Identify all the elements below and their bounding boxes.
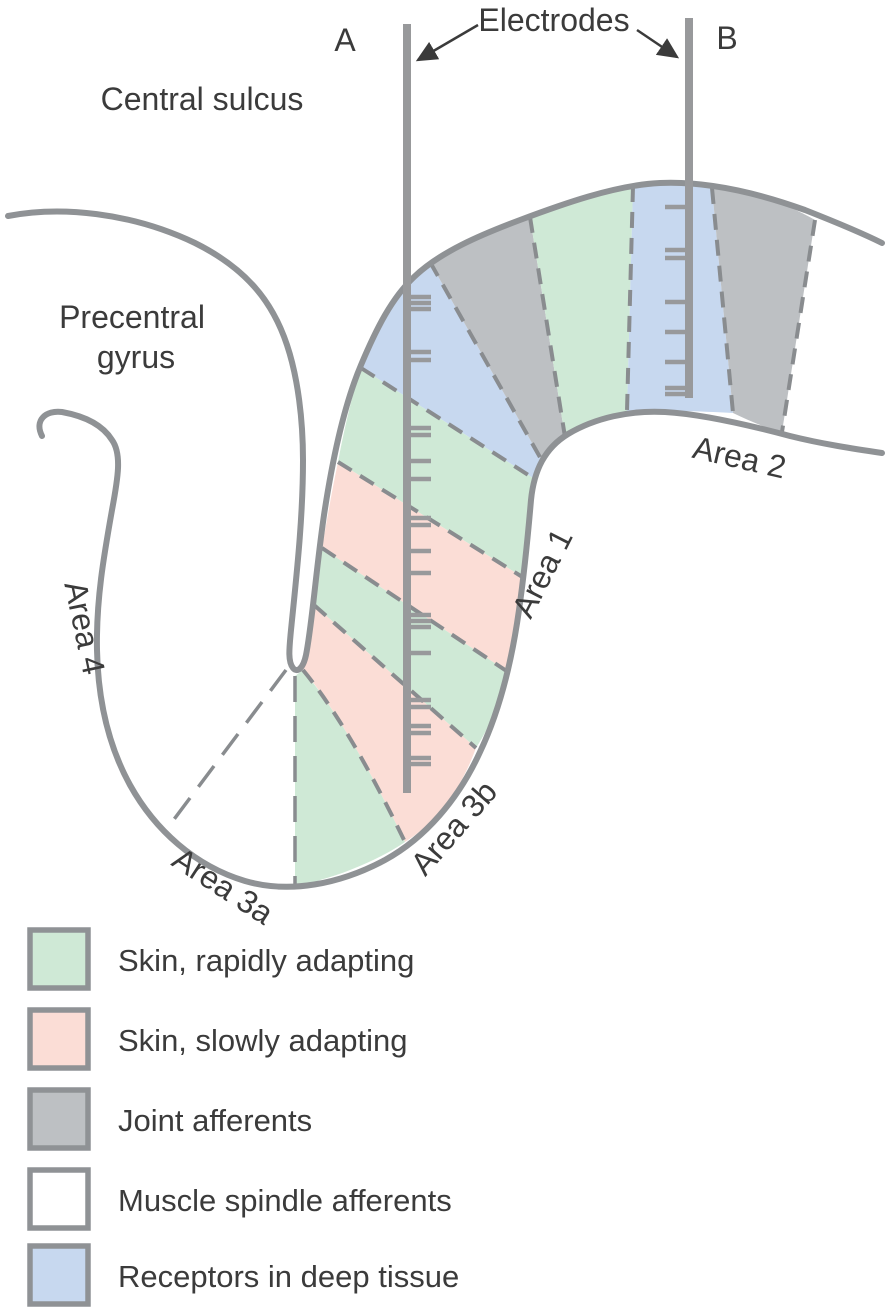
arrow-to-electrode-a bbox=[415, 23, 479, 62]
boundary-area4-area3a bbox=[170, 668, 288, 824]
boundary-pink-green-wall bbox=[320, 546, 510, 674]
legend-label-muscle-spindle: Muscle spindle afferents bbox=[118, 1183, 452, 1218]
cortex-outlines bbox=[5, 179, 885, 890]
electrode-b-ticks bbox=[665, 204, 691, 397]
electrode-a bbox=[403, 24, 431, 793]
electrodes-group bbox=[403, 18, 693, 793]
legend-item-joint: Joint afferents bbox=[27, 1087, 312, 1151]
band-joint-crown-left bbox=[430, 217, 565, 459]
band-joint-area2 bbox=[712, 188, 815, 432]
legend-swatch-deep-tissue bbox=[27, 1243, 91, 1307]
legend-label-skin-slow: Skin, slowly adapting bbox=[118, 1023, 408, 1058]
band-skin-slow-wall-1 bbox=[322, 462, 524, 672]
band-skin-slow-wall-2 bbox=[302, 605, 476, 842]
boundary-blue-green-wall bbox=[359, 366, 535, 480]
precentral-gyrus-label-line2: gyrus bbox=[97, 339, 175, 375]
boundary-gray-white-area2 bbox=[780, 219, 817, 433]
legend-label-skin-rapid: Skin, rapidly adapting bbox=[118, 943, 414, 978]
electrode-pointer-arrows bbox=[415, 23, 680, 62]
electrode-a-ticks bbox=[405, 294, 431, 767]
boundary-green-pink-wall-2 bbox=[312, 603, 478, 750]
central-sulcus-label: Central sulcus bbox=[101, 81, 304, 117]
legend-label-deep-tissue: Receptors in deep tissue bbox=[118, 1259, 459, 1294]
boundary-blue-gray-crown bbox=[428, 261, 543, 460]
electrode-b bbox=[665, 18, 693, 398]
boundary-gray-green-crown bbox=[528, 216, 567, 438]
legend: Skin, rapidly adapting Skin, slowly adap… bbox=[27, 927, 459, 1307]
legend-swatch-skin-slow bbox=[27, 1007, 91, 1071]
arrow-to-electrode-b bbox=[636, 28, 680, 59]
area-4-label: Area 4 bbox=[57, 578, 112, 678]
electrodes-label: Electrodes bbox=[478, 2, 629, 38]
legend-swatch-joint bbox=[27, 1087, 91, 1151]
legend-item-muscle-spindle: Muscle spindle afferents bbox=[27, 1167, 452, 1231]
central-sulcus-outline bbox=[5, 179, 885, 674]
legend-item-deep-tissue: Receptors in deep tissue bbox=[27, 1243, 459, 1307]
boundary-green-blue-crown bbox=[625, 185, 635, 412]
area-2-label: Area 2 bbox=[689, 429, 789, 485]
band-deep-tissue-crown bbox=[627, 184, 733, 413]
legend-item-skin-rapid: Skin, rapidly adapting bbox=[27, 927, 414, 991]
band-skin-rapid-fundus bbox=[295, 670, 405, 887]
boundary-blue-gray-area2 bbox=[710, 187, 735, 414]
legend-item-skin-slow: Skin, slowly adapting bbox=[27, 1007, 408, 1071]
legend-label-joint: Joint afferents bbox=[118, 1103, 312, 1138]
legend-swatch-skin-rapid bbox=[27, 927, 91, 991]
electrode-a-label: A bbox=[334, 22, 356, 58]
band-skin-rapid-wall-1 bbox=[338, 368, 533, 578]
electrode-b-label: B bbox=[716, 20, 737, 56]
gyrus-inner-outline bbox=[36, 408, 885, 890]
legend-swatch-muscle-spindle bbox=[27, 1167, 91, 1231]
precentral-gyrus-label-line1: Precentral bbox=[59, 299, 205, 335]
